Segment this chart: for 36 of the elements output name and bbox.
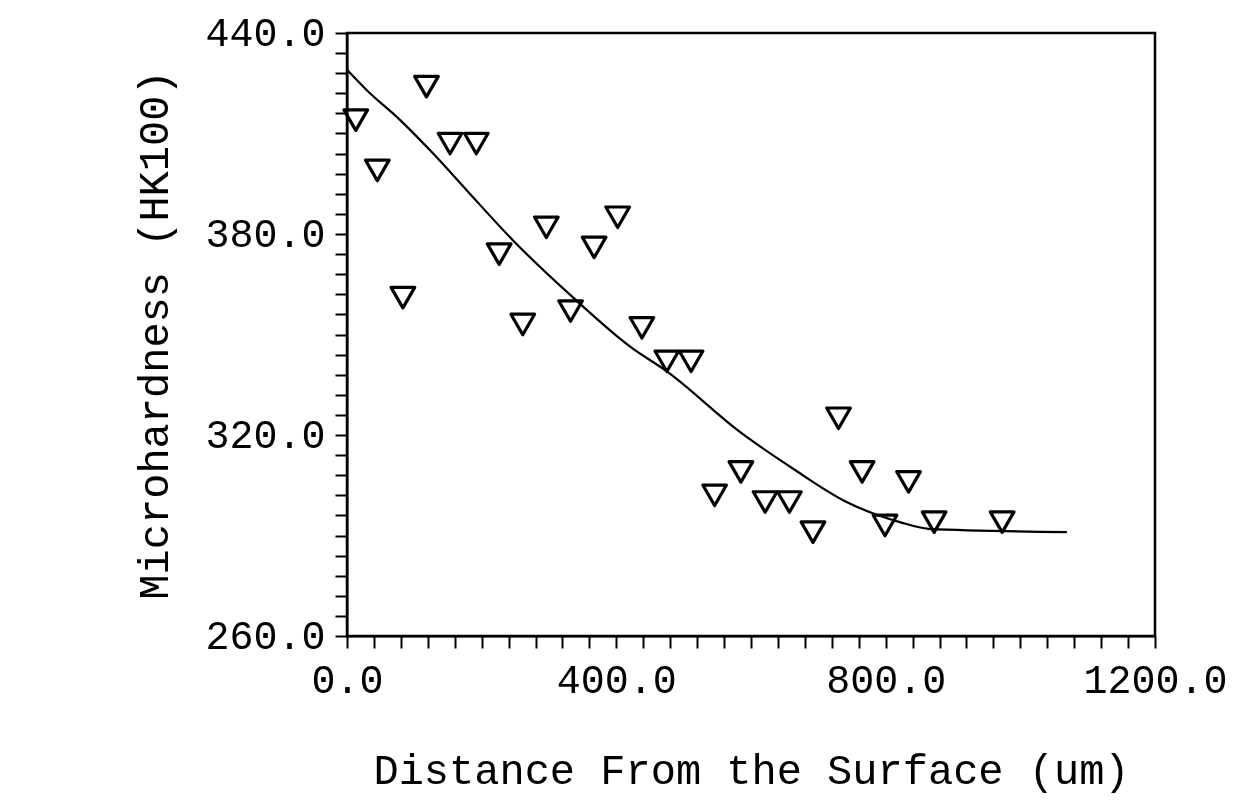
point [775, 490, 803, 514]
point [920, 510, 948, 534]
x-tick-label: 0.0 [311, 659, 384, 705]
point [751, 490, 779, 514]
point [509, 312, 537, 337]
point [436, 131, 464, 156]
point [799, 520, 827, 544]
x-tick-label: 1200.0 [1083, 659, 1228, 705]
point [628, 315, 656, 340]
y-tick-label: 320.0 [205, 414, 326, 460]
point [848, 460, 876, 484]
x-axis-title: Distance From the Surface (um) [373, 748, 1130, 797]
y-tick-label: 380.0 [205, 213, 326, 259]
point [677, 349, 705, 374]
point [825, 406, 852, 431]
y-tick-label: 260.0 [205, 615, 326, 661]
x-tick-label: 400.0 [556, 659, 677, 705]
x-tick-label: 800.0 [826, 659, 947, 705]
point [653, 349, 681, 374]
point [389, 285, 417, 310]
point [871, 513, 899, 538]
point [604, 205, 632, 230]
y-axis-title: Microhardness (HK100) [133, 70, 182, 600]
point [557, 299, 584, 323]
point [462, 131, 490, 156]
point [532, 215, 560, 240]
point [701, 483, 729, 508]
y-tick-label: 440.0 [205, 12, 326, 58]
point [727, 460, 755, 484]
point [485, 242, 513, 266]
point [988, 510, 1016, 534]
point [413, 74, 440, 99]
point [580, 235, 608, 260]
point [342, 108, 370, 132]
point [363, 158, 391, 183]
point [895, 470, 922, 494]
